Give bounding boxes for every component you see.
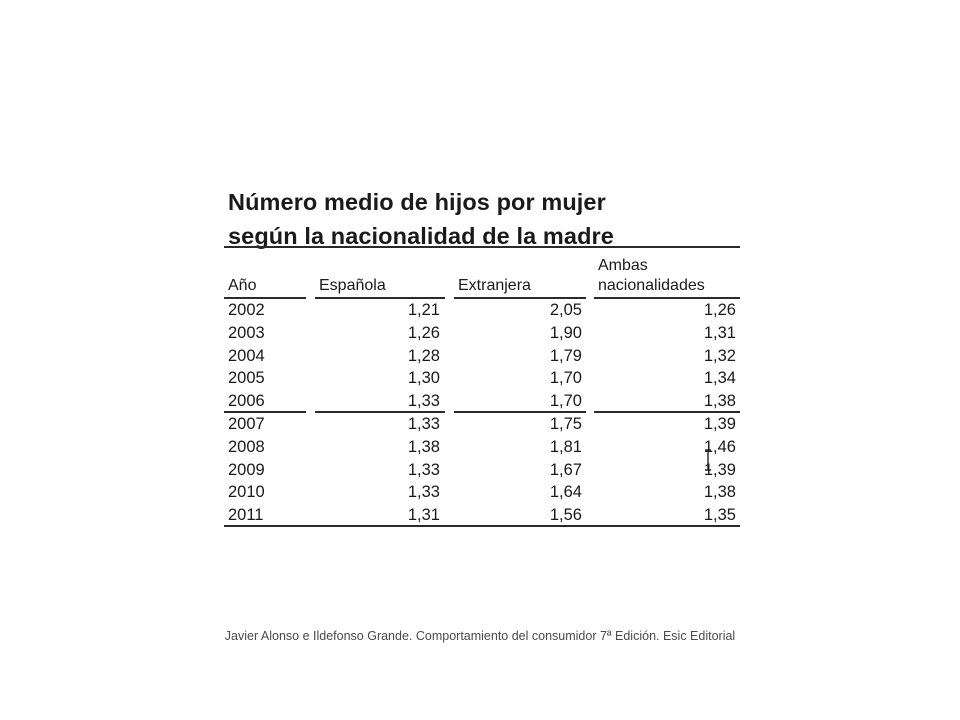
header-ambas-line-2: nacionalidades	[598, 277, 705, 294]
cell-espanola: 1,28	[407, 346, 440, 365]
cell-year: 2003	[228, 323, 265, 342]
cell-espanola: 1,33	[407, 392, 440, 411]
cell-espanola: 1,31	[407, 506, 440, 525]
cell-ambas: 1,35	[703, 506, 736, 525]
header-rule-year	[224, 297, 306, 299]
table-title-line-1: Número medio de hijos por mujer	[228, 189, 606, 215]
table-image: Número medio de hijos por mujer según la…	[222, 184, 742, 530]
mid-rule-year	[224, 411, 306, 413]
cell-extranjera: 1,81	[549, 437, 582, 456]
cell-ambas: 1,32	[703, 346, 736, 365]
bottom-rule	[224, 525, 740, 527]
header-year: Año	[228, 277, 257, 294]
cell-espanola: 1,33	[407, 483, 440, 502]
cell-year: 2005	[228, 369, 265, 388]
cell-year: 2002	[228, 301, 265, 319]
cell-year: 2009	[228, 460, 265, 479]
cell-extranjera: 1,70	[549, 369, 582, 388]
cell-extranjera: 2,05	[549, 301, 582, 319]
cell-extranjera: 1,70	[549, 392, 582, 411]
cell-espanola: 1,38	[407, 437, 440, 456]
table-title-line-2: según la nacionalidad de la madre	[228, 223, 614, 249]
header-extranjera: Extranjera	[458, 277, 531, 294]
cell-extranjera: 1,79	[549, 346, 582, 365]
cell-ambas: 1,46	[703, 437, 736, 456]
cell-year: 2006	[228, 392, 265, 411]
cell-ambas: 1,39	[703, 415, 736, 433]
mid-rule-espanola	[315, 411, 445, 413]
title-rule	[224, 246, 740, 248]
cell-espanola: 1,30	[407, 369, 440, 388]
cell-espanola: 1,21	[407, 301, 440, 319]
footer-citation: Javier Alonso e Ildefonso Grande. Compor…	[224, 629, 736, 643]
cell-extranjera: 1,90	[549, 323, 582, 342]
cell-espanola: 1,26	[407, 323, 440, 342]
cell-year: 2008	[228, 437, 265, 456]
cell-ambas: 1,31	[703, 323, 736, 342]
cell-ambas: 1,26	[703, 301, 736, 319]
cell-year: 2004	[228, 346, 265, 365]
cell-ambas: 1,38	[703, 392, 736, 411]
cell-year: 2007	[228, 415, 265, 433]
text-cursor-icon	[705, 449, 711, 471]
cell-extranjera: 1,75	[549, 415, 582, 433]
cell-extranjera: 1,67	[549, 460, 582, 479]
cell-espanola: 1,33	[407, 415, 440, 433]
mid-rule-extranjera	[454, 411, 586, 413]
cell-year: 2010	[228, 483, 265, 502]
cell-espanola: 1,33	[407, 460, 440, 479]
header-espanola: Española	[319, 277, 386, 294]
header-rule-ambas	[594, 297, 740, 299]
header-rule-extranjera	[454, 297, 586, 299]
cell-ambas: 1,34	[703, 369, 736, 388]
cell-extranjera: 1,56	[549, 506, 582, 525]
cell-ambas: 1,38	[703, 483, 736, 502]
mid-rule-ambas	[594, 411, 740, 413]
cell-extranjera: 1,64	[549, 483, 582, 502]
cell-year: 2011	[228, 506, 264, 525]
header-ambas-line-1: Ambas	[598, 257, 648, 274]
cell-ambas: 1,39	[703, 460, 736, 479]
header-rule-espanola	[315, 297, 445, 299]
